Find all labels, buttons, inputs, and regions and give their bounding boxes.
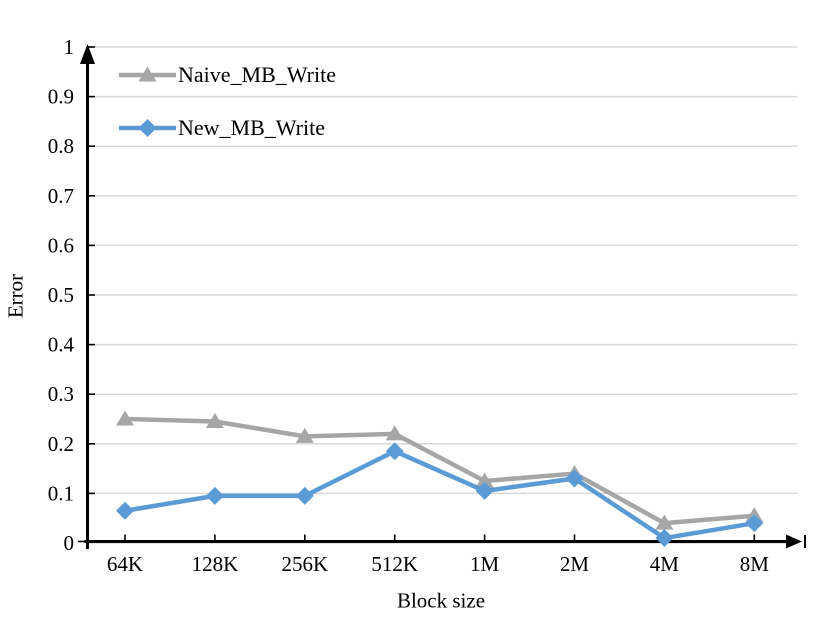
diamond-marker xyxy=(745,514,764,533)
diamond-marker xyxy=(205,486,224,505)
diamond-marker xyxy=(295,486,314,505)
y-axis-arrow-icon xyxy=(80,44,95,64)
y-tick-label: 0.5 xyxy=(48,283,74,307)
legend-item-new-mb-write: New_MB_Write xyxy=(119,114,336,142)
legend: Naive_MB_Write New_MB_Write xyxy=(119,61,336,142)
triangle-marker xyxy=(116,410,134,426)
gridlines xyxy=(86,46,797,544)
series-line xyxy=(124,416,755,526)
y-tick-label: 0 xyxy=(64,531,75,555)
legend-label-new: New_MB_Write xyxy=(178,115,325,140)
y-tick-label: 0.4 xyxy=(48,333,75,357)
triangle-marker xyxy=(475,472,494,488)
y-tick-label: 0.6 xyxy=(48,233,74,257)
x-axis-arrow-icon xyxy=(786,534,802,549)
triangle-marker xyxy=(295,427,314,443)
x-tick-label: 512K xyxy=(371,552,418,576)
triangle-marker xyxy=(205,412,224,428)
diamond-marker xyxy=(655,529,674,548)
series-line xyxy=(124,448,755,541)
triangle-marker xyxy=(655,514,674,530)
x-tick-label: 64K xyxy=(107,552,143,576)
legend-item-naive-mb-write: Naive_MB_Write xyxy=(119,61,336,89)
triangle-marker xyxy=(385,425,404,441)
diamond-marker xyxy=(475,481,494,500)
x-tick-label: 1M xyxy=(470,552,500,576)
naive-series-key-icon xyxy=(119,66,176,82)
x-tick-label: 256K xyxy=(281,552,328,576)
x-tick-label: 2M xyxy=(560,552,590,576)
diamond-marker xyxy=(565,469,584,488)
axes: 0 0.1 0.2 0.3 0.4 0.5 0.6 0.7 0.8 0.9 1 64K 128K 256K… xyxy=(48,35,806,576)
x-axis-title: Block size xyxy=(396,588,486,613)
y-tick-label: 0.1 xyxy=(48,481,74,505)
y-tick-label: 0.2 xyxy=(48,432,74,456)
x-tick-label: 8M xyxy=(740,552,770,576)
legend-label-naive: Naive_MB_Write xyxy=(178,62,336,87)
y-tick-label: 1 xyxy=(64,35,75,59)
y-tick-label: 0.8 xyxy=(48,134,74,158)
y-tick-label: 0.3 xyxy=(48,382,74,406)
diamond-marker xyxy=(116,501,134,520)
y-axis-title: Error xyxy=(3,273,28,319)
x-tick-label: 128K xyxy=(192,552,239,576)
diamond-marker xyxy=(385,442,404,461)
new-series-key-icon xyxy=(119,119,176,137)
series-new-mb-write xyxy=(116,442,764,548)
y-tick-label: 0.7 xyxy=(48,184,74,208)
x-tick-label: 4M xyxy=(650,552,680,576)
y-tick-label: 0.9 xyxy=(48,85,74,109)
